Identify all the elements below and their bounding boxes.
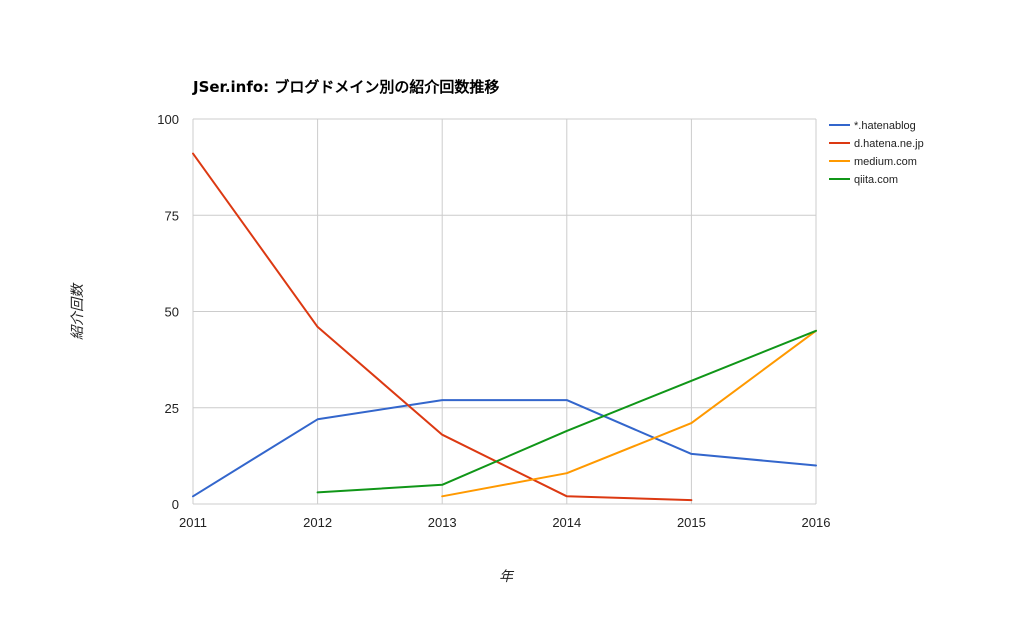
legend-label-0: *.hatenablog bbox=[854, 120, 916, 132]
x-tick-label: 2011 bbox=[179, 515, 207, 530]
x-axis-title: 年 bbox=[499, 569, 515, 585]
y-tick-label: 100 bbox=[157, 112, 179, 127]
series-line-2 bbox=[441, 329, 817, 498]
grid bbox=[192, 118, 817, 505]
y-tick-label: 75 bbox=[165, 208, 179, 223]
legend-label-2: medium.com bbox=[854, 156, 917, 168]
series-line-1 bbox=[192, 152, 693, 502]
legend: *.hatenablog d.hatena.ne.jp medium.com qiit… bbox=[829, 120, 924, 186]
y-tick-label: 50 bbox=[165, 305, 179, 320]
x-tick-label: 2013 bbox=[428, 515, 457, 530]
x-tick-label: 2014 bbox=[552, 515, 581, 530]
x-axis-ticks: 2011 2012 2013 2014 2015 2016 bbox=[179, 515, 830, 530]
x-tick-label: 2012 bbox=[303, 515, 332, 530]
series-lines bbox=[192, 152, 817, 502]
legend-label-1: d.hatena.ne.jp bbox=[854, 138, 924, 150]
x-tick-label: 2015 bbox=[677, 515, 706, 530]
series-line-3 bbox=[316, 329, 817, 494]
legend-label-3: qiita.com bbox=[854, 174, 898, 186]
y-tick-label: 25 bbox=[165, 401, 179, 416]
y-tick-label: 0 bbox=[172, 497, 179, 512]
x-tick-label: 2016 bbox=[802, 515, 831, 530]
chart-title: JSer.info: ブログドメイン別の紹介回数推移 bbox=[192, 78, 499, 96]
y-axis-ticks: 0 25 50 75 100 bbox=[157, 112, 179, 512]
y-axis-title: 紹介回数 bbox=[70, 282, 86, 340]
series-line-0 bbox=[192, 399, 817, 498]
